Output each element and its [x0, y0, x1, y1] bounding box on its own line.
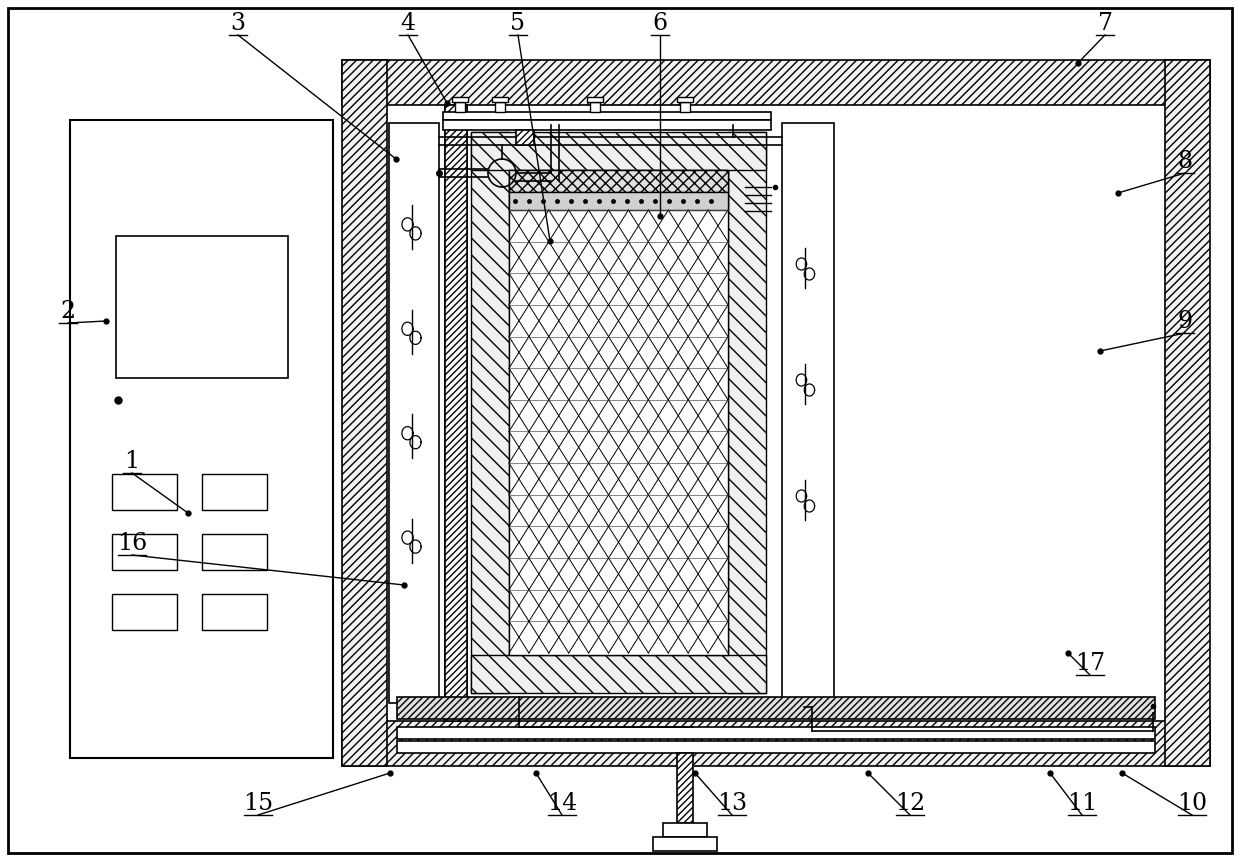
Bar	[508, 192, 728, 210]
Bar	[389, 123, 439, 703]
Text: 13: 13	[717, 791, 746, 815]
Text: 12: 12	[895, 791, 925, 815]
Bar	[117, 236, 288, 378]
Bar	[445, 105, 467, 721]
Bar	[455, 102, 465, 112]
Text: 2: 2	[61, 300, 76, 323]
Bar	[516, 130, 534, 145]
Bar	[508, 170, 728, 192]
Bar	[677, 753, 693, 823]
Text: 4: 4	[401, 11, 415, 34]
Bar	[112, 534, 177, 570]
Bar	[495, 102, 505, 112]
Text: 5: 5	[511, 11, 526, 34]
Bar	[728, 132, 766, 693]
Text: 16: 16	[117, 531, 148, 554]
Text: 1: 1	[124, 449, 140, 473]
Bar	[397, 727, 1154, 739]
Bar	[445, 105, 467, 721]
Text: 14: 14	[547, 791, 577, 815]
Bar	[508, 170, 728, 655]
Bar	[663, 823, 707, 837]
Bar	[1166, 60, 1210, 766]
Bar	[443, 120, 771, 130]
Bar	[342, 60, 1210, 105]
Text: 15: 15	[243, 791, 273, 815]
Bar	[202, 534, 267, 570]
Bar	[69, 120, 334, 758]
Text: 9: 9	[1178, 309, 1193, 332]
Bar	[397, 697, 1154, 719]
Bar	[653, 837, 717, 851]
Text: 17: 17	[1075, 652, 1105, 674]
Bar	[590, 102, 600, 112]
Text: 3: 3	[231, 11, 246, 34]
Bar	[397, 741, 1154, 753]
Text: 8: 8	[1178, 150, 1193, 172]
Bar	[112, 594, 177, 630]
Bar	[387, 105, 1166, 721]
Bar	[202, 474, 267, 510]
Bar	[202, 594, 267, 630]
Bar	[587, 97, 603, 102]
Text: 11: 11	[1066, 791, 1097, 815]
Text: 10: 10	[1177, 791, 1207, 815]
Bar	[680, 102, 689, 112]
Text: 7: 7	[1097, 11, 1112, 34]
Text: 6: 6	[652, 11, 667, 34]
Bar	[471, 132, 766, 170]
Bar	[471, 132, 508, 693]
Bar	[492, 97, 508, 102]
Bar	[443, 112, 771, 120]
Bar	[782, 123, 835, 703]
Bar	[471, 655, 766, 693]
Bar	[112, 474, 177, 510]
Bar	[677, 97, 693, 102]
Bar	[453, 97, 467, 102]
Bar	[342, 60, 387, 766]
Bar	[342, 721, 1210, 766]
